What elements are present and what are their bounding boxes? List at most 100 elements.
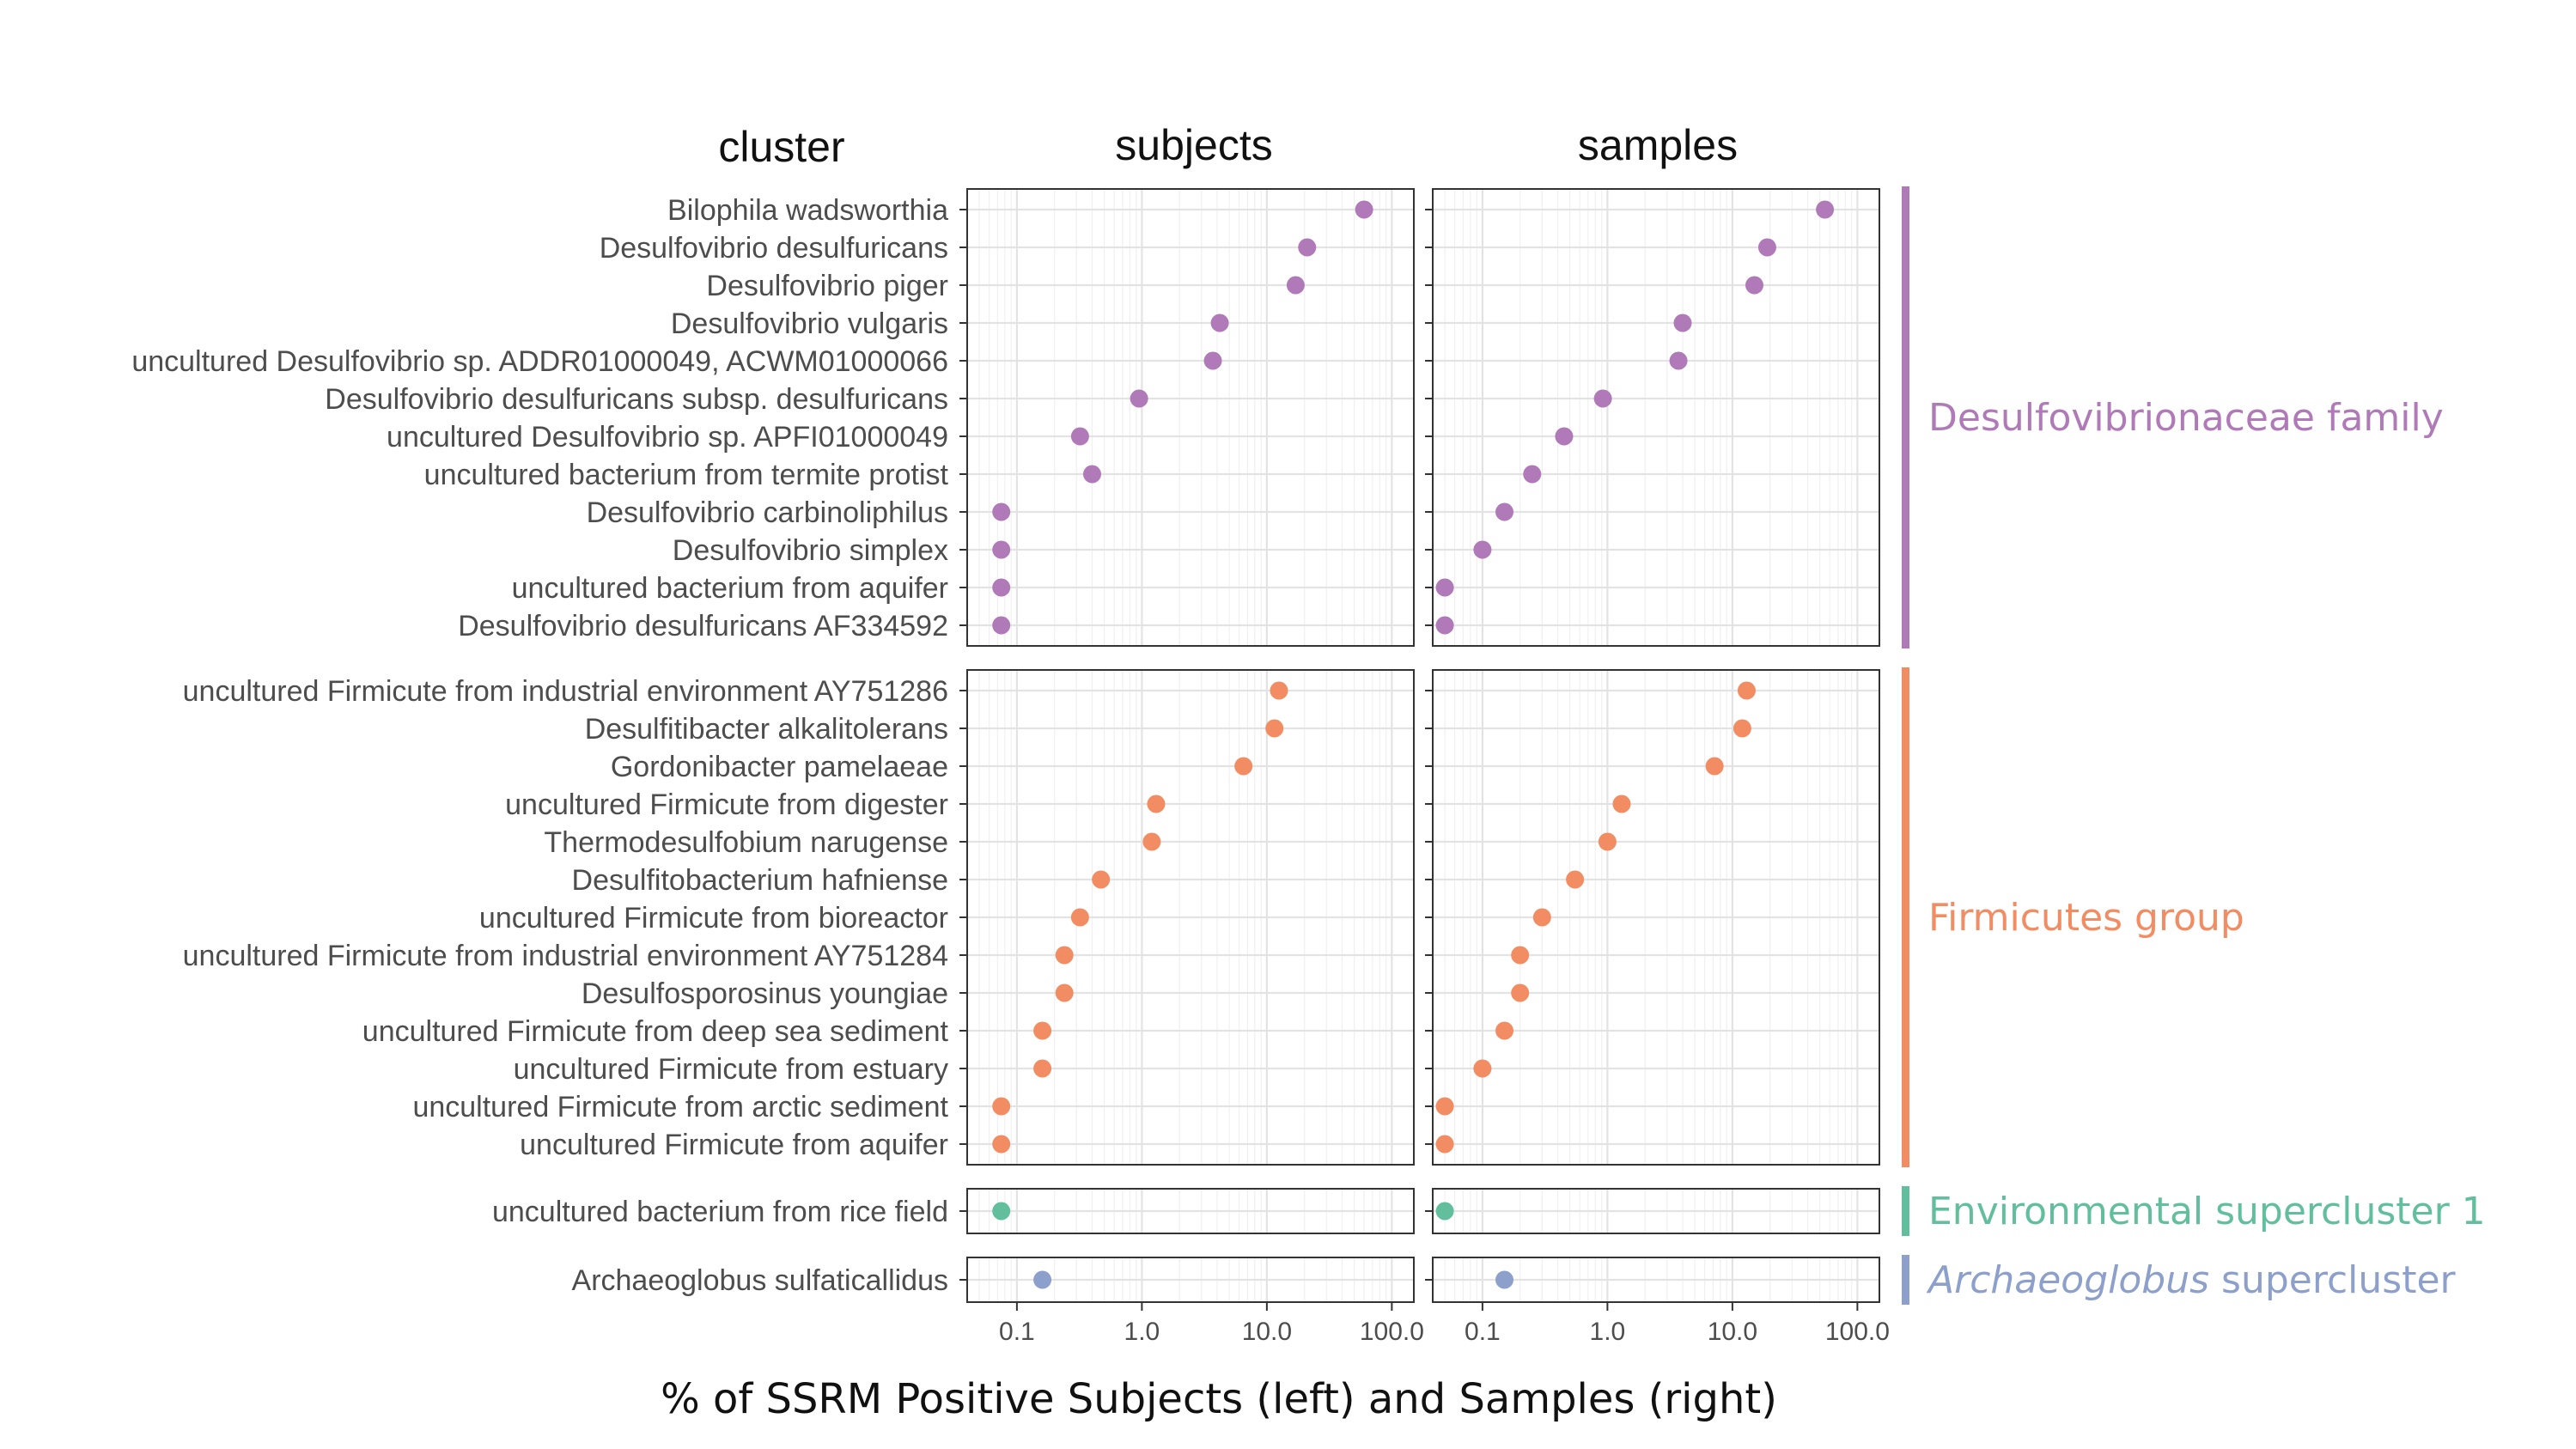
x-tick-label: 10.0 [1708,1318,1757,1346]
row-label: Thermodesulfobium narugense [544,826,948,859]
data-point [992,1202,1011,1221]
data-point [1705,757,1724,776]
panel-samples-group-3 [1432,1188,1880,1234]
panel-background [967,189,1414,646]
row-label: Desulfovibrio desulfuricans subsp. desul… [325,383,948,416]
column-header-samples: samples [1578,121,1738,169]
data-point [1435,578,1454,597]
x-tick-label: 100.0 [1360,1318,1424,1346]
data-point [1473,1059,1492,1078]
data-point [1130,389,1148,408]
row-label: uncultured Firmicute from deep sea sedim… [362,1015,949,1048]
chart-labels: Bilophila wadsworthia Desulfovibrio desul… [131,186,2486,1346]
panel-samples-group-1 [1432,188,1880,647]
data-point [1532,908,1551,927]
data-point [992,502,1011,521]
data-point [1142,832,1161,851]
panel-subjects-group-1 [966,188,1415,647]
x-tick-label: 1.0 [1124,1318,1160,1346]
panel-samples-group-4 [1432,1257,1880,1303]
group-label-rest: supercluster [2209,1258,2456,1302]
data-point [1816,200,1835,219]
chart-panels [966,188,1880,1303]
row-label: uncultured Firmicute from industrial env… [183,675,948,708]
panel-border [966,188,1415,647]
data-point [1435,1135,1454,1154]
data-point [1234,757,1253,776]
x-tick-label: 100.0 [1825,1318,1890,1346]
data-point [1203,351,1222,370]
data-point [1495,502,1514,521]
data-point [1495,1270,1514,1289]
row-label: Desulfovibrio piger [706,270,948,302]
data-point [1210,314,1229,332]
data-point [1092,870,1111,889]
data-point [1745,276,1764,295]
data-point [1473,540,1492,559]
panel-samples-group-2 [1432,669,1880,1166]
data-point [1298,238,1317,257]
data-point [1070,427,1089,446]
row-label: Desulfovibrio carbinoliphilus [587,496,948,529]
x-tick-label: 10.0 [1242,1318,1292,1346]
row-label: uncultured Firmicute from digester [505,788,948,821]
panel-subjects-group-4 [966,1257,1415,1303]
data-point [1673,314,1692,332]
data-point [992,1135,1011,1154]
group-color-bar [1902,1186,1909,1236]
x-axis-label: % of SSRM Positive Subjects (left) and S… [661,1375,1777,1423]
data-point [1265,719,1284,738]
group-label: Archaeoglobus supercluster [1926,1258,2457,1302]
data-point [1511,983,1530,1002]
data-point [1435,1097,1454,1116]
data-point [1593,389,1612,408]
group-label: Desulfovibrionaceae family [1928,396,2444,440]
data-point [1511,946,1530,965]
row-label: Desulfovibrio simplex [673,534,948,567]
panel-border [1432,188,1880,647]
data-point [1355,200,1373,219]
row-label: Desulfovibrio desulfuricans [600,232,948,265]
data-point [1055,946,1074,965]
row-label: Desulfovibrio desulfuricans AF334592 [458,610,948,642]
data-point [1147,795,1166,813]
data-point [1495,1021,1514,1040]
data-point [1435,616,1454,635]
row-label: uncultured bacterium from aquifer [512,572,948,605]
row-label: Desulfitibacter alkalitolerans [585,713,948,746]
row-label: Desulfosporosinus youngiae [582,977,948,1010]
x-tick-label: 1.0 [1590,1318,1626,1346]
column-header-subjects: subjects [1115,121,1272,169]
data-point [1612,795,1631,813]
column-header-cluster: cluster [718,123,844,171]
group-color-bar [1902,1255,1909,1305]
group-color-bar [1902,667,1909,1167]
row-label: uncultured Desulfovibrio sp. ADDR0100004… [131,345,948,378]
row-label: Bilophila wadsworthia [667,194,948,227]
data-point [992,1097,1011,1116]
row-label: uncultured Firmicute from industrial env… [183,940,948,972]
panel-background [1433,189,1879,646]
data-point [1523,465,1542,484]
row-label: Archaeoglobus sulfaticallidus [572,1264,948,1297]
x-tick-label: 0.1 [1465,1318,1501,1346]
panel-subjects-group-3 [966,1188,1415,1234]
data-point [1070,908,1089,927]
row-label: uncultured Firmicute from estuary [514,1053,948,1086]
data-point [1737,681,1756,700]
data-point [1669,351,1688,370]
row-label: Desulfovibrio vulgaris [671,307,948,340]
data-point [1286,276,1305,295]
row-label: Gordonibacter pamelaeae [611,751,948,783]
row-label: uncultured Firmicute from bioreactor [479,902,948,935]
data-point [992,616,1011,635]
group-label: Environmental supercluster 1 [1928,1190,2486,1233]
data-point [992,578,1011,597]
row-label: uncultured Firmicute from arctic sedimen… [412,1091,948,1123]
data-point [1033,1270,1052,1289]
data-point [1733,719,1751,738]
row-label: uncultured Firmicute from aquifer [520,1129,948,1161]
row-label: uncultured bacterium from rice field [492,1196,948,1228]
data-point [1435,1202,1454,1221]
group-label: Firmicutes group [1928,896,2244,940]
